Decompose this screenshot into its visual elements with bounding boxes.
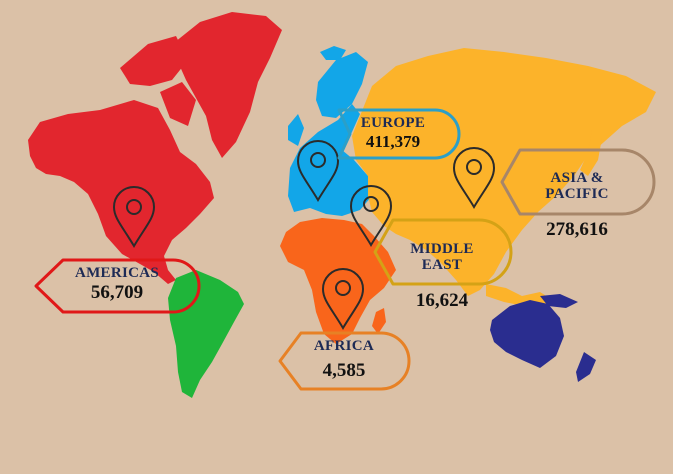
region-name: EUROPE: [360, 115, 426, 131]
region-value: 278,616: [546, 219, 608, 241]
baffin-shape: [160, 82, 196, 126]
region-callout-americas: AMERICAS 56,709: [33, 257, 205, 315]
europe-shape: [288, 104, 372, 216]
callout-frame: [500, 148, 656, 216]
scandinavia-shape: [316, 52, 368, 118]
map-pin-icon: [296, 140, 340, 202]
region-value: 411,379: [365, 131, 421, 151]
new-guinea-shape: [540, 294, 578, 308]
region-callout-europe: EUROPE 411,379: [335, 107, 465, 161]
arctic-islands-shape: [120, 36, 188, 86]
greenland-shape: [175, 12, 282, 158]
region-value: 56,709: [90, 281, 144, 303]
japan-shape: [580, 130, 602, 176]
region-callout-asia-pacific: ASIA & PACIFIC 278,616: [498, 147, 658, 240]
map-pin-icon: [112, 186, 156, 248]
region-name: MIDDLE EAST: [410, 240, 474, 273]
new-zealand-shape: [576, 352, 596, 382]
map-pin-icon: [321, 268, 365, 330]
region-name: AFRICA: [313, 338, 375, 354]
iceland-shape: [320, 46, 346, 60]
callout-frame: [337, 108, 461, 160]
callout-frame: [278, 331, 411, 391]
south-america-shape: [168, 270, 244, 398]
australia-shape: [490, 300, 564, 368]
callout-frame: [34, 258, 201, 314]
map-pin-icon: [452, 147, 496, 209]
region-callout-middle-east: MIDDLE EAST 16,624: [371, 217, 515, 311]
madagascar-shape: [372, 308, 386, 334]
callout-frame: [373, 218, 513, 286]
africa-shape: [280, 218, 396, 344]
region-value: 16,624: [415, 290, 469, 312]
region-name: AMERICAS: [74, 265, 160, 281]
map-pin-icon: [349, 185, 393, 247]
region-callout-africa: AFRICA 4,585: [277, 330, 413, 392]
region-name: ASIA & PACIFIC: [545, 169, 609, 202]
uk-shape: [288, 114, 304, 146]
region-value: 4,585: [322, 359, 366, 381]
